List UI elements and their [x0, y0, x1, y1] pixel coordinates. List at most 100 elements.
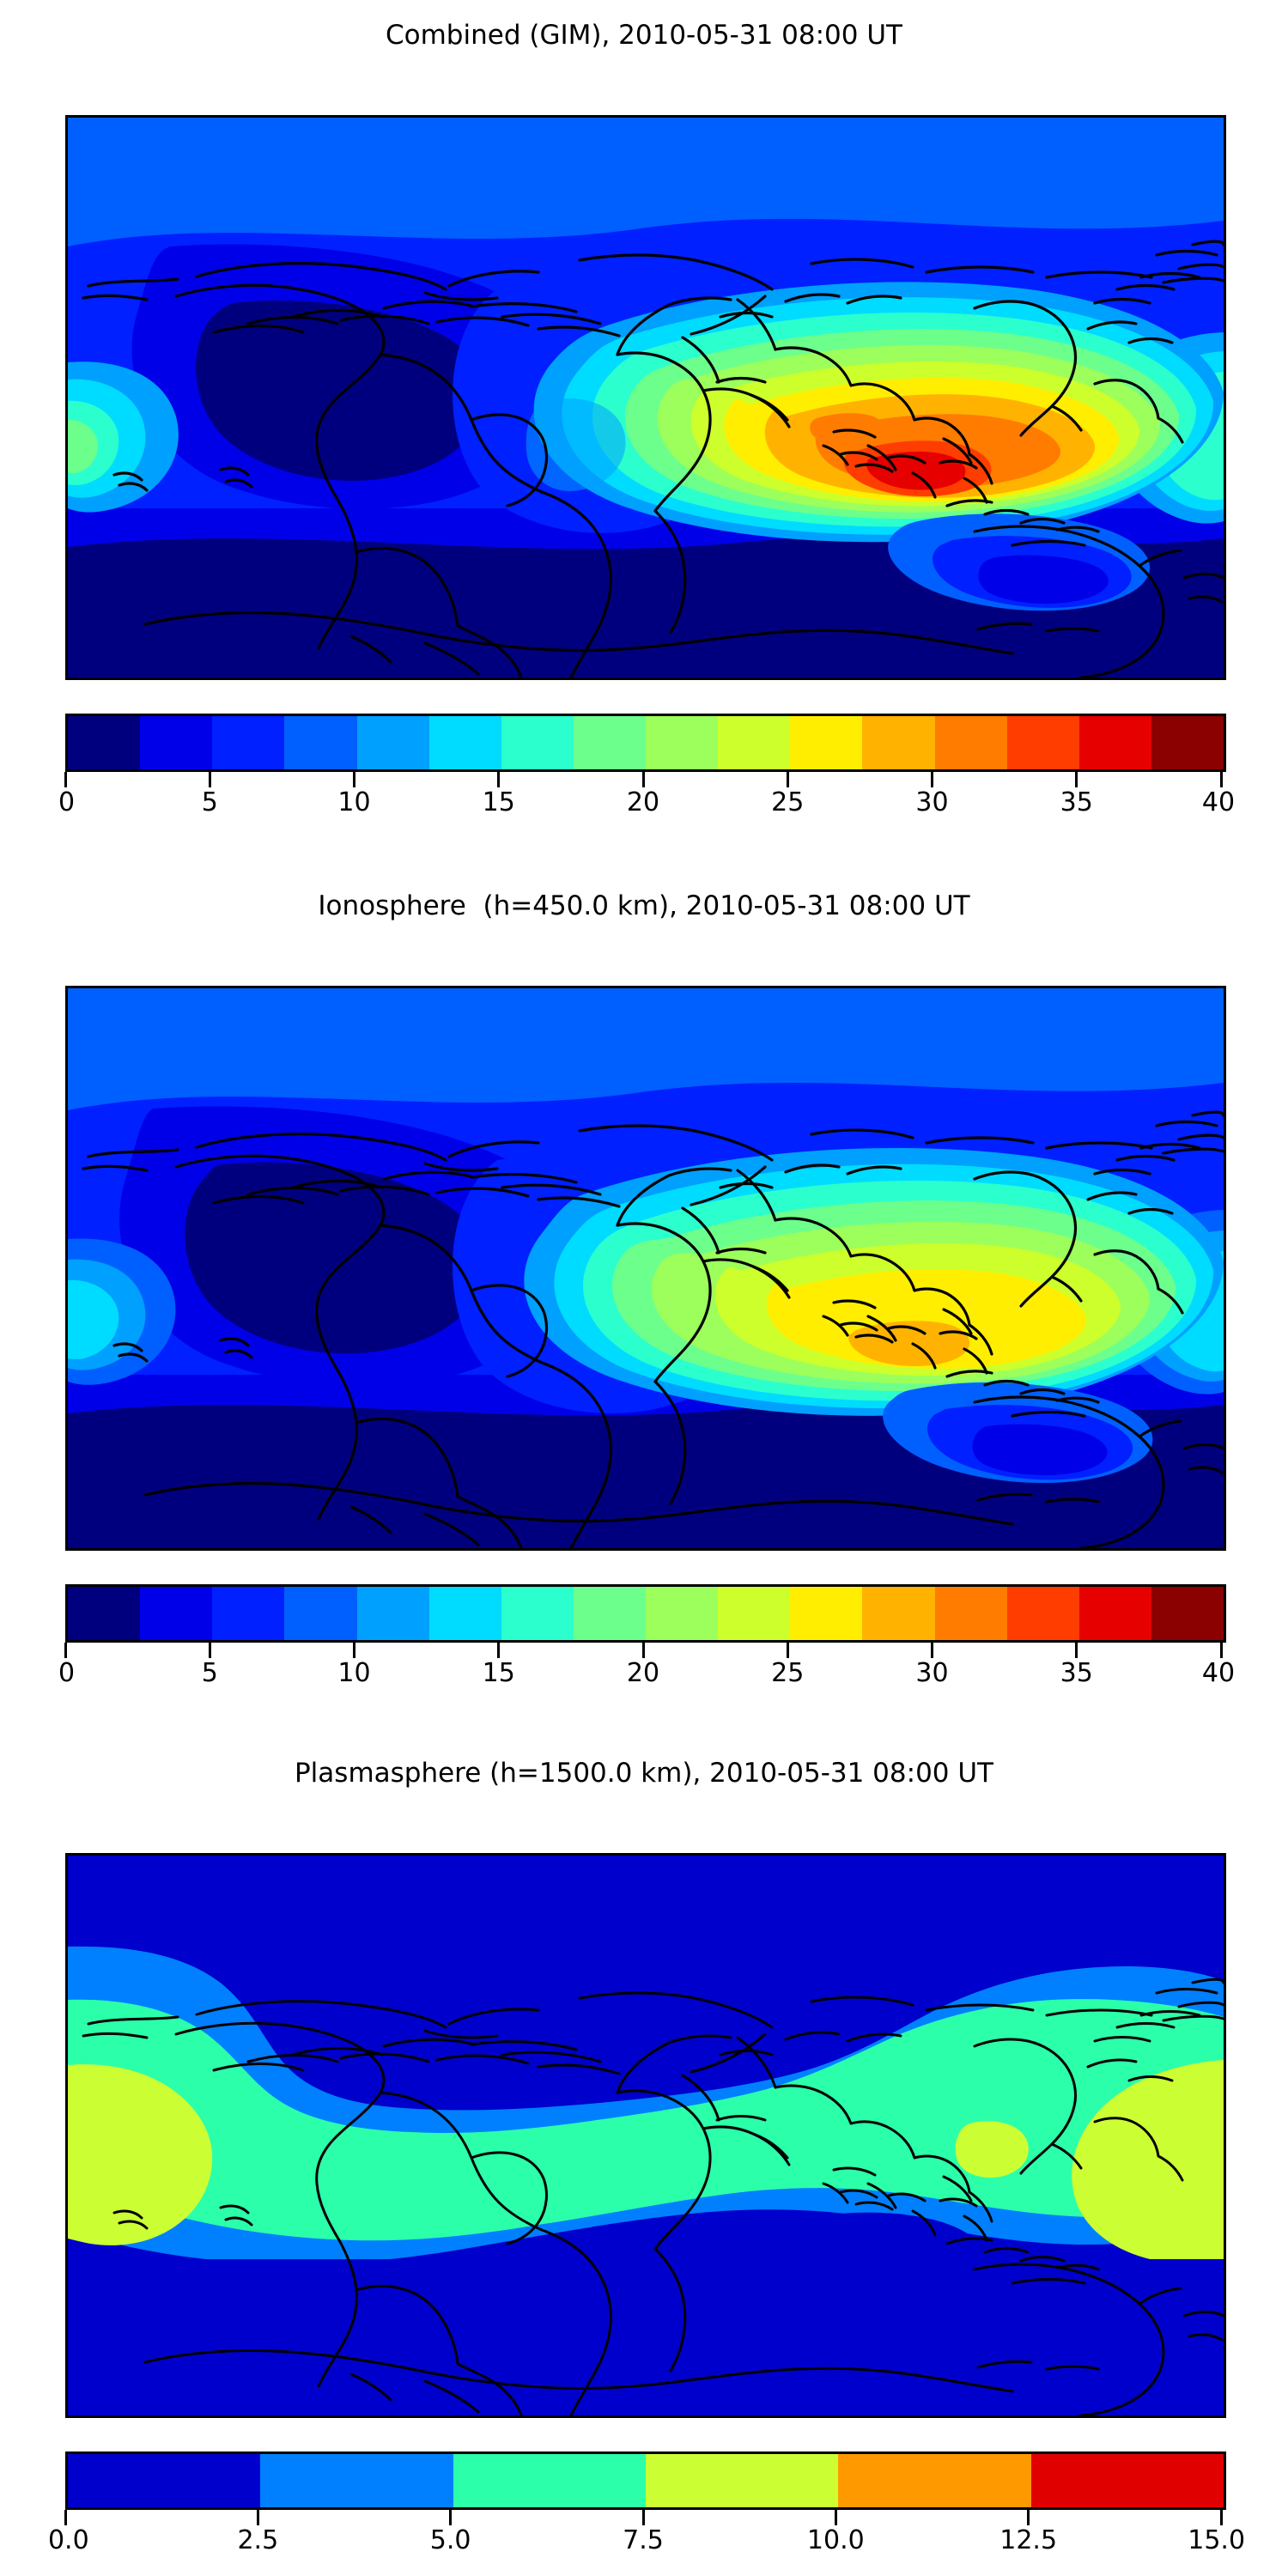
colorbar-segment-2: [212, 716, 285, 769]
colorbar-tick-8: [1219, 772, 1223, 787]
colorbar-tick-label-3: 7.5: [623, 2525, 664, 2555]
colorbar-segment-8: [646, 1587, 719, 1640]
colorbar-segment-12: [934, 1587, 1007, 1640]
colorbar-tick-label-4: 20: [626, 787, 660, 817]
colorbar-tick-2: [353, 772, 355, 787]
colorbar-segment-14: [1078, 1587, 1151, 1640]
colorbar-tick-label-3: 15: [482, 1658, 515, 1688]
colorbar-segment-0: [68, 1587, 141, 1640]
colorbar-tick-label-8: 40: [1201, 787, 1236, 817]
panel-plasmasphere: Plasmasphere (h=1500.0 km), 2010-05-31 0…: [0, 1760, 1288, 1787]
colorbar-tick-8: [1219, 1643, 1223, 1658]
colorbar-tick-6: [931, 1643, 933, 1658]
colorbar-segment-3: [284, 1587, 357, 1640]
panel-title-plasmasphere: Plasmasphere (h=1500.0 km), 2010-05-31 0…: [294, 1758, 993, 1789]
colorbar-segment-10: [790, 1587, 863, 1640]
colorbar-labels-ionosphere: 0 5 10 15 20 25 30 35 40: [58, 1658, 1235, 1692]
colorbar-tick-label-1: 2.5: [237, 2525, 279, 2555]
colorbar-tick-3: [497, 772, 501, 787]
colorbar-tick-3: [641, 2510, 645, 2525]
colorbar-tick-0: [64, 772, 67, 787]
colorbar-tick-label-7: 35: [1060, 787, 1093, 817]
colorbar-segment-8: [646, 716, 719, 769]
colorbar-tick-label-0: 0: [58, 787, 76, 817]
colorbar-plasmasphere: 0.0 2.5 5.0 7.5 10.0 12.5 15.0: [48, 2451, 1245, 2560]
colorbar-tick-label-5: 12.5: [999, 2525, 1058, 2555]
colorbar-tick-label-6: 30: [915, 787, 949, 817]
colorbar-segment-2: [453, 2454, 646, 2507]
colorbar-segment-7: [573, 1587, 646, 1640]
colorbar-gradient-plasmasphere: [65, 2451, 1226, 2510]
colorbar-segment-4: [838, 2454, 1031, 2507]
colorbar-segment-6: [501, 1587, 574, 1640]
colorbar-gradient-combined: [65, 714, 1226, 772]
colorbar-tick-label-6: 30: [915, 1658, 949, 1688]
colorbar-tick-label-5: 25: [771, 787, 805, 817]
colorbar-segment-10: [790, 716, 863, 769]
coastlines-combined: [82, 240, 1224, 677]
colorbar-segment-0: [68, 2454, 261, 2507]
colorbar-tick-label-5: 25: [771, 1658, 805, 1688]
contour-field-ionosphere: [68, 988, 1224, 1548]
map-plasmasphere: [65, 1853, 1226, 2418]
colorbar-segment-14: [1078, 716, 1151, 769]
colorbar-tick-5: [786, 772, 789, 787]
colorbar-tick-label-3: 15: [482, 787, 515, 817]
colorbar-tick-label-2: 10: [337, 1658, 371, 1688]
panel-combined: Combined (GIM), 2010-05-31 08:00 UT: [0, 22, 1288, 49]
colorbar-tick-2: [353, 1643, 355, 1658]
map-svg-combined: [68, 118, 1224, 677]
colorbar-segment-5: [428, 716, 501, 769]
colorbar-segment-15: [1151, 716, 1224, 769]
colorbar-segment-13: [1006, 1587, 1079, 1640]
colorbar-tick-6: [931, 772, 933, 787]
contour-field-plasmasphere: [68, 1856, 1224, 2415]
colorbar-segment-9: [718, 716, 791, 769]
map-ionosphere: [65, 986, 1226, 1551]
colorbar-segment-1: [140, 1587, 213, 1640]
colorbar-tick-label-4: 10.0: [806, 2525, 865, 2555]
colorbar-tick-0: [64, 2510, 67, 2525]
colorbar-segment-4: [356, 1587, 429, 1640]
colorbar-tick-6: [1219, 2510, 1223, 2525]
colorbar-segment-5: [1030, 2454, 1224, 2507]
colorbar-labels-plasmasphere: 0.0 2.5 5.0 7.5 10.0 12.5 15.0: [48, 2525, 1245, 2560]
colorbar-tick-1: [256, 2510, 259, 2525]
colorbar-tick-7: [1075, 1643, 1078, 1658]
colorbar-segment-9: [718, 1587, 791, 1640]
colorbar-segment-3: [284, 716, 357, 769]
colorbar-tick-label-1: 5: [201, 1658, 218, 1688]
colorbar-tick-label-0: 0.0: [47, 2525, 89, 2555]
colorbar-segment-12: [934, 716, 1007, 769]
colorbar-tick-label-1: 5: [201, 787, 218, 817]
colorbar-ionosphere: 0 5 10 15 20 25 30 35 40: [58, 1584, 1235, 1692]
colorbar-tick-0: [64, 1643, 67, 1658]
colorbar-tick-1: [208, 772, 211, 787]
colorbar-tick-label-2: 5.0: [429, 2525, 471, 2555]
colorbar-segment-11: [862, 1587, 935, 1640]
colorbar-labels-combined: 0 5 10 15 20 25 30 35 40: [58, 787, 1235, 822]
colorbar-tick-label-0: 0: [58, 1658, 76, 1688]
colorbar-tick-4: [641, 1643, 645, 1658]
colorbar-tick-label-8: 40: [1201, 1658, 1236, 1688]
colorbar-segment-2: [212, 1587, 285, 1640]
colorbar-tick-4: [641, 772, 645, 787]
colorbar-segment-6: [501, 716, 574, 769]
colorbar-tick-label-4: 20: [626, 1658, 660, 1688]
colorbar-segment-11: [862, 716, 935, 769]
colorbar-tick-7: [1075, 772, 1078, 787]
colorbar-segment-3: [645, 2454, 839, 2507]
colorbar-tick-5: [786, 1643, 789, 1658]
colorbar-ticks-ionosphere: [63, 1643, 1224, 1658]
map-svg-plasmasphere: [68, 1856, 1224, 2415]
panel-title-ionosphere: Ionosphere (h=450.0 km), 2010-05-31 08:0…: [318, 890, 970, 921]
colorbar-segment-1: [140, 716, 213, 769]
colorbar-segment-7: [573, 716, 646, 769]
colorbar-combined: 0 5 10 15 20 25 30 35 40: [58, 714, 1235, 822]
colorbar-segment-4: [356, 716, 429, 769]
panel-title-combined: Combined (GIM), 2010-05-31 08:00 UT: [386, 20, 902, 51]
colorbar-tick-label-6: 15.0: [1188, 2525, 1246, 2555]
colorbar-tick-4: [834, 2510, 837, 2525]
colorbar-segment-5: [428, 1587, 501, 1640]
